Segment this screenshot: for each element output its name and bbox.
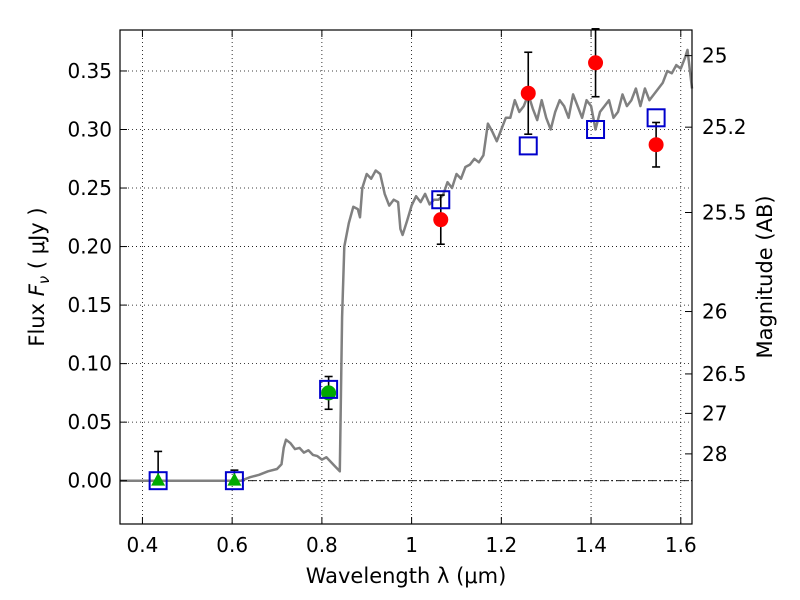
flux-point-circle [433,212,449,228]
y-axis-label-text: Flux Fν ( μJy ) [25,207,53,346]
y-tick-label: 0.35 [67,59,112,83]
x-tick-label: 0.8 [306,533,338,557]
right-tick-label: 25.5 [702,200,747,224]
y-tick-label: 0.25 [67,176,112,200]
right-tick-label: 25.2 [702,115,747,139]
axis-ticks: 0.4 0.6 0.8 1 1.2 1.4 1.6 0.00 0.05 0.10 0.15 0.20 0… [67,30,747,557]
data-markers [148,28,666,491]
upper-limit-triangle [227,472,242,486]
x-axis-label: Wavelength λ (μm) [306,564,507,588]
y-tick-label: 0.00 [67,469,112,493]
model-flux-square [319,379,339,399]
model-flux-square [148,471,168,491]
x-tick-label: 0.4 [127,533,159,557]
right-tick-label: 25 [702,44,727,68]
right-tick-label: 26.5 [702,362,747,386]
flux-point-circle [520,85,536,101]
right-axis-label: Magnitude (AB) [753,195,777,358]
y-tick-label: 0.30 [67,118,112,142]
model-flux-square [224,471,244,491]
model-flux-square [646,108,666,128]
upper-limit-triangle [151,472,166,486]
y-tick-label: 0.10 [67,352,112,376]
model-flux-square [586,120,606,140]
model-spectrum [120,48,694,482]
y-tick-label: 0.05 [67,410,112,434]
right-tick-label: 27 [702,401,727,425]
flux-point-circle [321,385,337,401]
x-tick-label: 1.2 [485,533,517,557]
plot-frame [119,29,693,525]
x-tick-label: 1.6 [665,533,697,557]
model-flux-square [518,136,538,156]
right-tick-label: 26 [702,300,727,324]
x-tick-label: 1.4 [575,533,607,557]
x-tick-label: 1 [405,533,418,557]
y-tick-label: 0.15 [67,293,112,317]
right-tick-label: 28 [702,442,727,466]
flux-point-circle [648,137,664,153]
x-tick-label: 0.6 [216,533,248,557]
spectrum-line [120,48,694,482]
y-axis-label: Flux Fν ( μJy ) [25,207,53,346]
flux-point-circle [588,55,604,71]
model-flux-square [431,190,451,210]
y-tick-label: 0.20 [67,235,112,259]
